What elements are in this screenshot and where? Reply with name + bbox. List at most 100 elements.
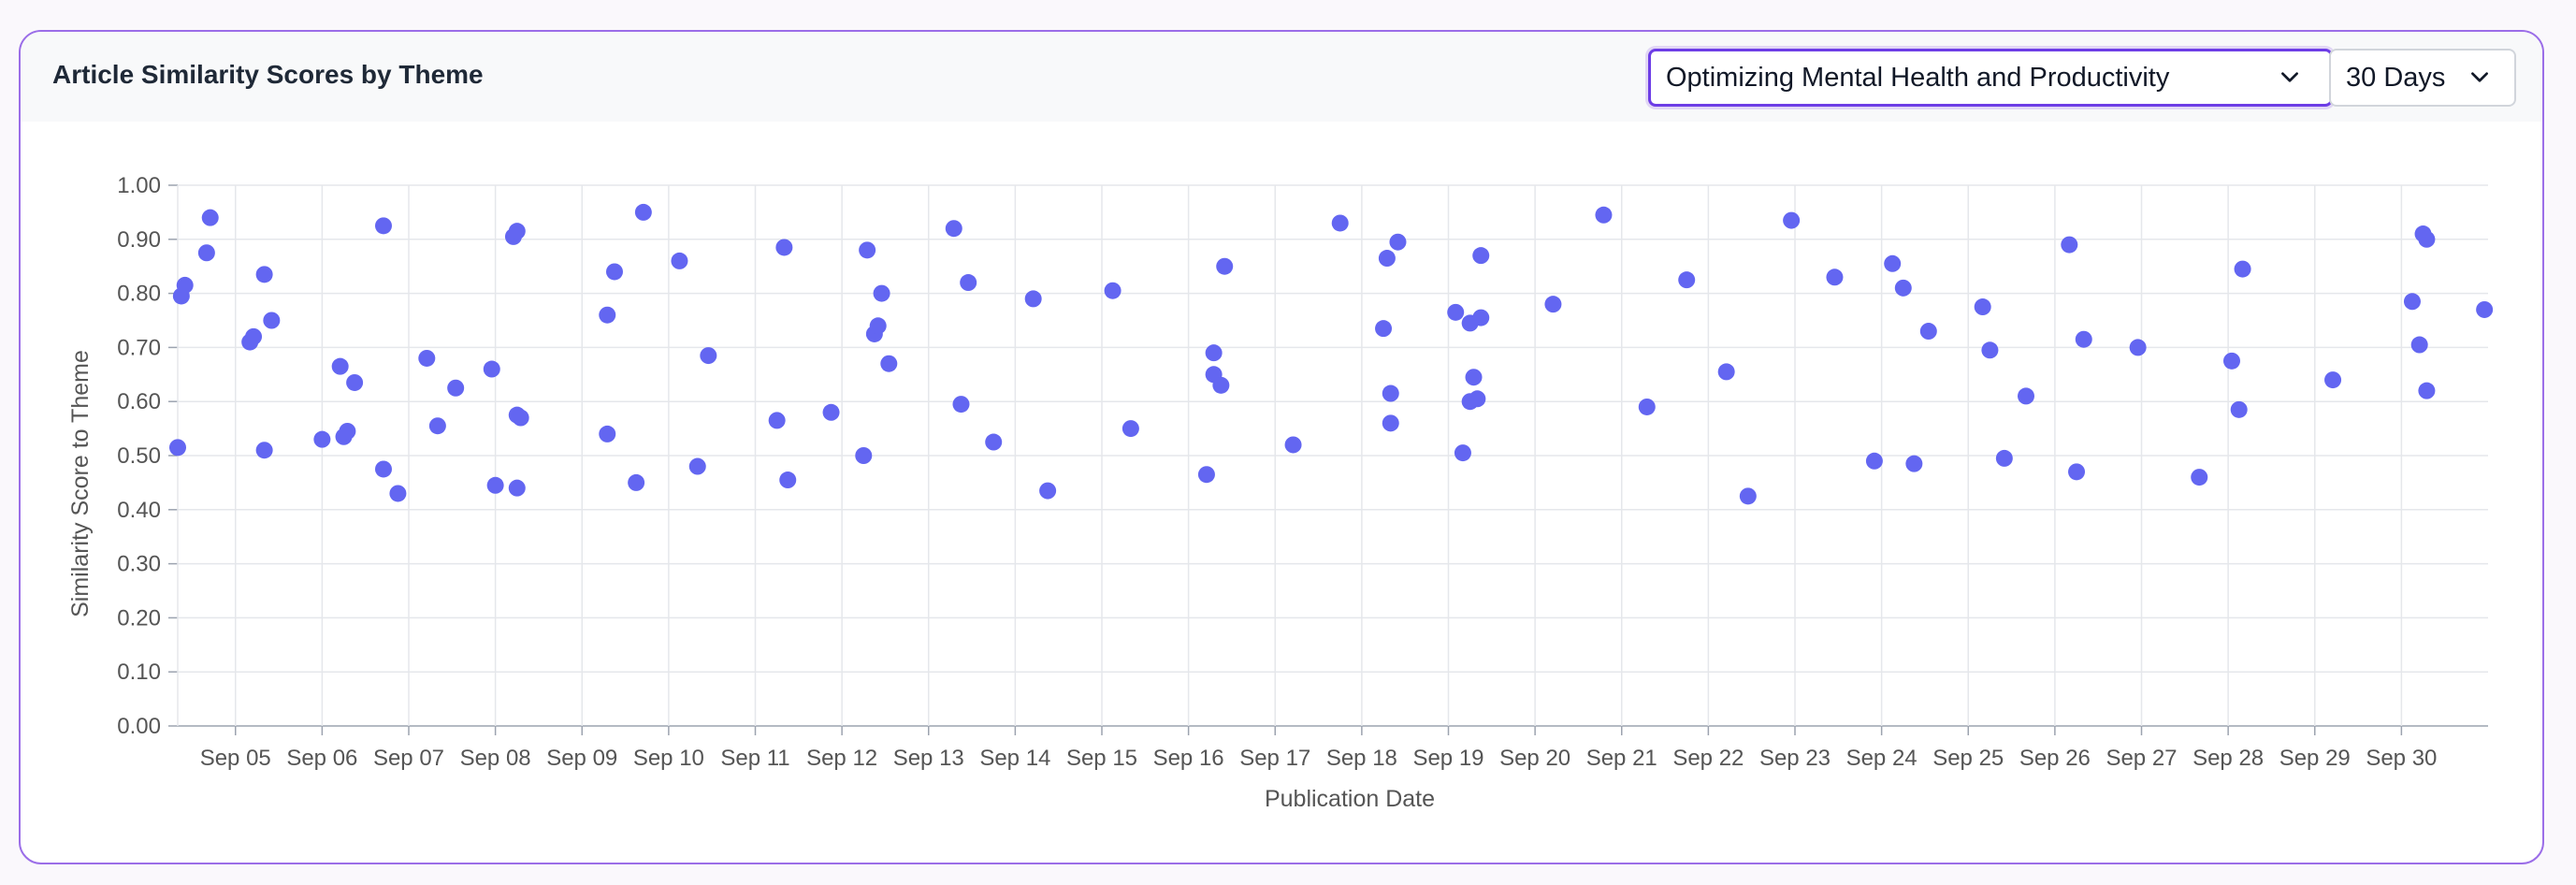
data-point[interactable] [2418,230,2436,248]
data-point[interactable] [1284,436,1302,454]
data-point[interactable] [1024,290,1042,308]
data-point[interactable] [1212,376,1230,394]
data-point[interactable] [1472,247,1490,265]
data-point[interactable] [605,263,623,281]
data-point[interactable] [255,266,273,283]
data-point[interactable] [1595,206,1613,224]
data-point[interactable] [313,430,331,448]
page-title: Article Similarity Scores by Theme [52,60,484,89]
data-point[interactable] [1865,452,1883,470]
data-point[interactable] [1981,341,1999,359]
data-point[interactable] [2476,300,2494,318]
data-point[interactable] [1884,254,1902,272]
data-point[interactable] [374,217,392,235]
data-point[interactable] [1995,449,2013,467]
data-point[interactable] [255,442,273,459]
data-point[interactable] [197,244,215,262]
data-point[interactable] [1378,250,1396,268]
data-point[interactable] [1104,282,1122,299]
data-point[interactable] [508,479,526,497]
data-point[interactable] [2075,330,2092,348]
data-point[interactable] [2191,469,2208,486]
data-point[interactable] [985,433,1003,451]
data-point[interactable] [2061,236,2078,254]
data-point[interactable] [1465,369,1483,386]
data-point[interactable] [1447,303,1465,321]
data-point[interactable] [389,485,407,502]
data-point[interactable] [945,220,962,238]
data-point[interactable] [1974,298,1991,316]
data-point[interactable] [1905,455,1923,472]
data-point[interactable] [263,312,281,329]
data-point[interactable] [1783,211,1801,229]
data-point[interactable] [873,284,890,302]
data-point[interactable] [768,412,786,429]
data-point[interactable] [2410,336,2428,354]
data-point[interactable] [869,317,887,335]
data-point[interactable] [486,476,504,494]
data-point[interactable] [859,241,876,259]
data-point[interactable] [1472,309,1490,326]
data-point[interactable] [775,239,793,256]
y-tick-label: 1.00 [117,173,161,198]
data-point[interactable] [346,373,364,391]
data-point[interactable] [822,403,840,421]
data-point[interactable] [855,447,873,464]
data-point[interactable] [599,425,616,442]
data-point[interactable] [634,203,652,221]
data-point[interactable] [418,349,436,367]
data-point[interactable] [2068,463,2086,481]
data-point[interactable] [1826,268,1844,286]
data-point[interactable] [483,360,500,378]
data-point[interactable] [1739,487,1757,505]
data-point[interactable] [428,417,446,435]
data-point[interactable] [1039,482,1057,500]
range-select[interactable]: 30 Days [2329,49,2516,107]
data-point[interactable] [1919,323,1937,341]
data-point[interactable] [1382,414,1399,432]
data-point[interactable] [2222,352,2240,370]
data-point[interactable] [1678,271,1696,289]
data-point[interactable] [512,409,529,427]
data-point[interactable] [1717,363,1735,381]
data-point[interactable] [1375,320,1393,338]
data-point[interactable] [700,347,717,365]
data-point[interactable] [1638,398,1656,415]
data-point[interactable] [599,306,616,324]
data-point[interactable] [960,274,977,292]
data-point[interactable] [688,457,706,475]
data-point[interactable] [671,252,688,269]
data-point[interactable] [952,396,970,413]
data-point[interactable] [1122,420,1139,438]
data-point[interactable] [2403,293,2421,311]
data-point[interactable] [2324,371,2342,389]
data-point[interactable] [1469,390,1486,408]
data-point[interactable] [2234,260,2251,278]
data-point[interactable] [628,473,645,491]
data-point[interactable] [339,422,356,440]
data-point[interactable] [2418,382,2436,399]
data-point[interactable] [176,276,194,294]
data-point[interactable] [1216,257,1234,275]
data-point[interactable] [447,379,465,397]
data-point[interactable] [1197,466,1215,484]
data-point[interactable] [201,209,219,226]
data-point[interactable] [779,472,797,489]
data-point[interactable] [1205,344,1223,362]
data-point[interactable] [2018,387,2034,405]
data-point[interactable] [169,439,186,457]
data-point[interactable] [1454,444,1471,462]
data-point[interactable] [508,223,526,240]
data-point[interactable] [374,460,392,478]
data-point[interactable] [245,327,263,345]
data-point[interactable] [1544,296,1562,313]
data-point[interactable] [2230,400,2248,418]
data-point[interactable] [2129,339,2147,356]
data-point[interactable] [1331,214,1349,232]
data-point[interactable] [880,355,898,372]
theme-select[interactable]: Optimizing Mental Health and Productivit… [1648,49,2333,107]
data-point[interactable] [1389,233,1407,251]
data-point[interactable] [1382,384,1399,402]
data-point[interactable] [331,357,349,375]
data-point[interactable] [1894,279,1912,297]
